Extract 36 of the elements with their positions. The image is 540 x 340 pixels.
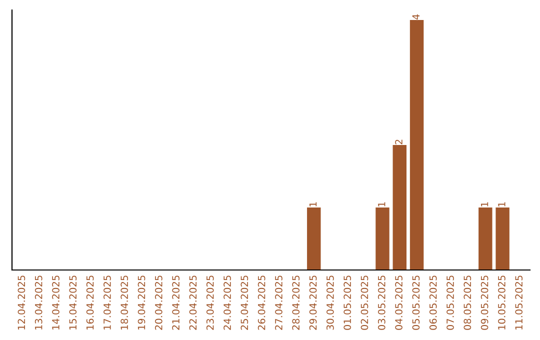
x-tick-label: 05.05.2025	[412, 276, 420, 330]
x-tick-label: 29.04.2025	[309, 276, 317, 330]
x-tick-label: 16.04.2025	[86, 276, 94, 330]
x-tick-label: 03.05.2025	[378, 276, 386, 330]
data-label: 1	[481, 202, 488, 206]
x-tick-label: 26.04.2025	[258, 276, 266, 330]
x-tick-label: 21.04.2025	[172, 276, 180, 330]
x-tick-label: 02.05.2025	[360, 276, 368, 330]
x-tick-label: 25.04.2025	[240, 276, 248, 330]
x-tick-label: 18.04.2025	[120, 276, 128, 330]
data-label: 1	[309, 202, 317, 206]
x-tick-label: 22.04.2025	[189, 276, 197, 330]
data-label: 4	[412, 14, 420, 20]
x-tick-label: 24.04.2025	[224, 276, 231, 330]
x-tick-label: 04.05.2025	[395, 276, 402, 330]
x-tick-label: 09.05.2025	[480, 276, 488, 330]
x-tick-label: 10.05.2025	[498, 276, 506, 330]
x-tick-label: 01.05.2025	[344, 276, 352, 330]
x-tick-label: 15.04.2025	[69, 276, 77, 330]
data-label: 1	[378, 202, 386, 206]
data-label: 2	[395, 140, 402, 144]
x-tick-label: 23.04.2025	[206, 276, 214, 330]
x-tick-label: 14.04.2025	[52, 276, 60, 330]
x-tick-label: 11.05.2025	[515, 276, 523, 330]
x-tick-label: 27.04.2025	[275, 276, 282, 330]
x-tick-label: 06.05.2025	[429, 276, 437, 330]
x-tick-label: 07.05.2025	[446, 276, 454, 330]
x-tick-label: 19.04.2025	[138, 276, 146, 330]
x-tick-label: 30.04.2025	[326, 276, 334, 330]
x-tick-label: 17.04.2025	[104, 276, 111, 330]
data-label: 1	[498, 202, 506, 206]
x-tick-label: 20.04.2025	[154, 276, 162, 330]
x-tick-label: 08.05.2025	[464, 276, 472, 330]
x-tick-label: 12.04.2025	[18, 276, 26, 330]
x-tick-label: 13.04.2025	[34, 276, 42, 330]
x-tick-label: 28.04.2025	[292, 276, 300, 330]
